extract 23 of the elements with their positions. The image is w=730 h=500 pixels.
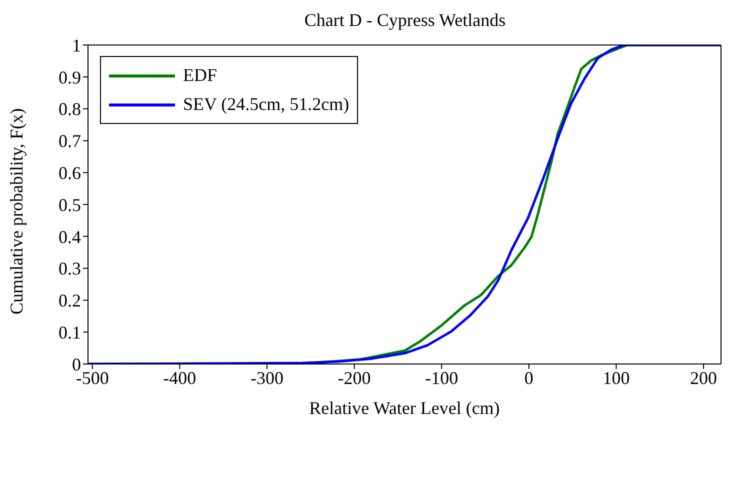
y-tick-label: 0.4	[58, 226, 81, 247]
x-tick-label: -400	[163, 368, 196, 388]
x-tick-label: -100	[425, 368, 458, 388]
y-tick-label: 0.6	[58, 162, 81, 183]
legend-label: EDF	[183, 65, 218, 86]
y-tick-label: 0.8	[58, 99, 81, 120]
y-tick-label: 0.7	[58, 131, 81, 152]
y-tick-label: 0.1	[58, 322, 81, 342]
x-tick-label: -200	[338, 368, 371, 388]
y-tick-label: 0.3	[58, 258, 81, 279]
y-axis-title: Cumulative probability, F(x)	[6, 108, 26, 314]
x-tick-label: -300	[250, 368, 284, 388]
y-tick-label: 0.9	[58, 67, 81, 88]
x-tick-label: 100	[602, 368, 630, 388]
y-tick-label: 0.5	[58, 194, 81, 215]
x-tick-label: 0	[524, 368, 534, 388]
legend-label: SEV (24.5cm, 51.2cm)	[183, 94, 350, 115]
y-tick-label: 0	[72, 354, 81, 374]
x-tick-label: 200	[690, 368, 718, 388]
y-tick-label: 1	[72, 35, 81, 56]
y-tick-label: 0.2	[58, 290, 81, 311]
x-axis-title: Relative Water Level (cm)	[309, 398, 500, 418]
chart-title: Chart D - Cypress Wetlands	[303, 10, 507, 31]
